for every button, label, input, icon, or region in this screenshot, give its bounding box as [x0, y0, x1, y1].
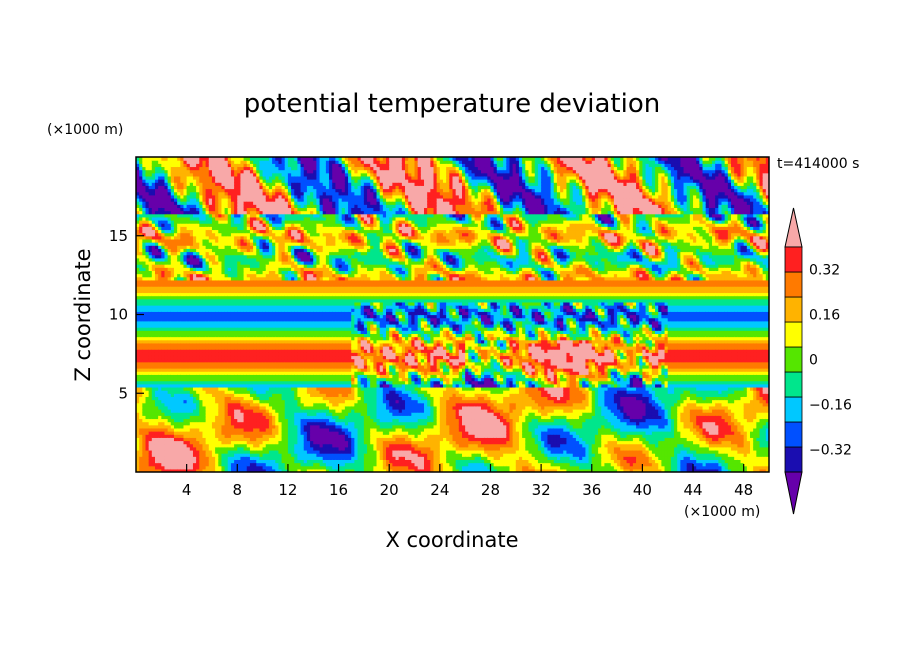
colorbar-swatch [785, 447, 802, 472]
y-tick-label: 15 [109, 227, 128, 245]
y-tick-label: 5 [118, 384, 128, 402]
x-tick-label: 48 [734, 481, 753, 499]
time-label: t=414000 s [777, 156, 859, 172]
colorbar-swatch [785, 372, 802, 397]
x-tick-label: 32 [532, 481, 551, 499]
colorbar-tick-label: 0.32 [809, 263, 840, 279]
colorbar-swatch [785, 272, 802, 297]
colorbar-min-arrow [785, 472, 802, 514]
colorbar-swatch [785, 247, 802, 272]
x-tick-label: 12 [278, 481, 297, 499]
x-tick-label: 4 [182, 481, 192, 499]
x-tick-label: 36 [582, 481, 601, 499]
x-tick-label: 16 [329, 481, 348, 499]
x-axis-label: X coordinate [385, 528, 518, 552]
colorbar-tick-label: −0.16 [809, 398, 852, 414]
contour-field [136, 157, 770, 473]
colorbar-tick-label: 0.16 [809, 308, 840, 324]
x-tick-label: 20 [380, 481, 399, 499]
chart-title: potential temperature deviation [244, 89, 660, 119]
colorbar-swatch [785, 422, 802, 447]
x-tick-label: 28 [481, 481, 500, 499]
colorbar-swatch [785, 322, 802, 347]
x-tick-label: 44 [683, 481, 702, 499]
colorbar-tick-label: 0 [809, 353, 818, 369]
colorbar-swatch [785, 297, 802, 322]
colorbar-max-arrow [785, 208, 802, 247]
x-tick-label: 24 [430, 481, 449, 499]
colorbar: 0.32 0.16 0 −0.16 −0.32 [785, 208, 852, 514]
x-tick-label: 8 [233, 481, 243, 499]
x-tick-label: 40 [633, 481, 652, 499]
y-unit-label: (×1000 m) [47, 122, 123, 138]
y-axis-label: Z coordinate [71, 248, 95, 381]
x-unit-label: (×1000 m) [684, 504, 760, 520]
colorbar-swatch [785, 347, 802, 372]
colorbar-tick-label: −0.32 [809, 443, 852, 459]
colorbar-swatch [785, 397, 802, 422]
y-tick-label: 10 [109, 306, 128, 324]
